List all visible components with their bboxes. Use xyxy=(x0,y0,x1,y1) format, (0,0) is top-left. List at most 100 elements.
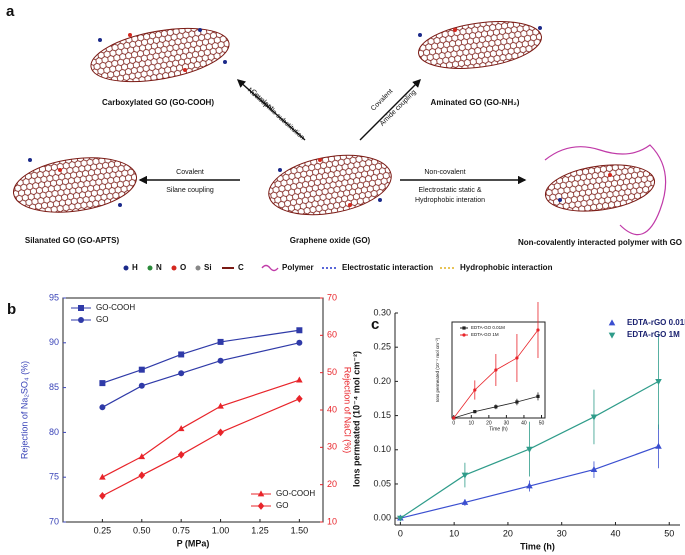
diagram-legend: H N O Si C Polymer Electrostatic interac… xyxy=(123,263,553,272)
marker xyxy=(494,405,498,409)
y-tick-label: 0.15 xyxy=(373,410,391,420)
x-axis-title: Time (h) xyxy=(520,541,555,551)
marker xyxy=(217,357,224,364)
y-tick-label: 0.00 xyxy=(373,513,391,523)
x-tick-label: 40 xyxy=(610,528,620,538)
x-tick-label: 50 xyxy=(664,528,674,538)
node-label: Aminated GO (GO-NH₂) xyxy=(431,98,520,107)
marker xyxy=(138,453,146,460)
polymer xyxy=(544,144,667,236)
marker xyxy=(526,482,533,489)
y-tick-label: 95 xyxy=(49,292,59,302)
series-line xyxy=(102,398,300,497)
atoms xyxy=(58,28,612,207)
marker xyxy=(473,388,477,392)
y-tick-label: 0.10 xyxy=(373,444,391,454)
marker xyxy=(257,490,265,497)
panel-label: b xyxy=(7,301,16,318)
marker xyxy=(217,338,224,345)
y-tick-label: 90 xyxy=(49,337,59,347)
legend-label: EDTA-rGO 0.01M xyxy=(627,318,685,327)
node-label: Non-covalently interacted polymer with G… xyxy=(518,238,682,247)
marker xyxy=(296,339,303,346)
y-tick-label: 85 xyxy=(49,382,59,392)
marker xyxy=(138,366,145,373)
y2-axis-title: Rejection of NaCl (%) xyxy=(343,367,353,454)
marker xyxy=(462,333,466,337)
x-tick-label: 30 xyxy=(557,528,567,538)
x-tick-label: 0.75 xyxy=(172,525,190,535)
sheet xyxy=(12,157,138,213)
series-line xyxy=(102,329,300,384)
y-tick-label: 80 xyxy=(49,427,59,437)
node-label: Silanated GO (GO-APTS) xyxy=(25,236,120,245)
node-label: Graphene oxide (GO) xyxy=(290,236,371,245)
panel-label: a xyxy=(6,3,15,20)
sheets xyxy=(12,21,667,236)
marker xyxy=(515,356,519,360)
arrows xyxy=(138,79,527,185)
legend-label: N xyxy=(156,263,162,272)
panel-a: a Carboxylated GO (GO-COOH) Aminated GO … xyxy=(6,3,682,272)
legend-label: H xyxy=(132,263,138,272)
y-tick-label: 0.20 xyxy=(373,376,391,386)
marker xyxy=(452,416,456,420)
marker xyxy=(78,305,84,311)
legend-label: EDTA-rGO 1M xyxy=(627,330,680,339)
y-axis-title: Ions permeated (10⁻⁴ mol cm⁻²) xyxy=(351,351,361,487)
x-tick-label: 20 xyxy=(486,420,492,426)
y-tick-label: 70 xyxy=(327,292,337,302)
marker xyxy=(655,442,662,449)
legend-label: GO-COOH xyxy=(96,303,135,312)
marker xyxy=(461,472,469,479)
y-tick-label: 50 xyxy=(327,367,337,377)
x-tick-label: 1.50 xyxy=(291,525,309,535)
x-tick-label: 50 xyxy=(539,420,545,426)
x-tick-label: 10 xyxy=(469,420,475,426)
marker xyxy=(138,382,145,389)
marker xyxy=(536,394,540,398)
legend-label: GO-COOH xyxy=(276,489,315,498)
x-tick-label: 40 xyxy=(521,420,527,426)
x-tick-label: 0 xyxy=(398,528,403,538)
legend-label: EDTA-GO 0.01M xyxy=(471,325,505,330)
legend-label: C xyxy=(238,263,244,272)
edge-label: Silane coupling xyxy=(166,187,214,194)
legend-label: Hydrophobic interaction xyxy=(460,263,553,272)
y-tick-label: 75 xyxy=(49,472,59,482)
y-axis-title: Rejection of Na₂SO₄ (%) xyxy=(19,361,29,459)
marker xyxy=(461,498,469,505)
y-tick-label: 40 xyxy=(327,404,337,414)
legend-label: EDTA-GO 1M xyxy=(471,332,499,337)
x-tick-label: 1.00 xyxy=(212,525,230,535)
marker xyxy=(177,450,185,459)
marker xyxy=(526,446,533,453)
atoms xyxy=(28,26,562,207)
y-tick-label: 0.25 xyxy=(373,342,391,352)
x-axis-title: Time (h) xyxy=(489,426,508,432)
marker xyxy=(178,370,185,377)
sheet xyxy=(90,27,230,83)
y-axis-title: Ions permeated (10⁻⁴ mol cm⁻²) xyxy=(435,337,440,402)
marker xyxy=(296,394,303,403)
marker xyxy=(99,404,106,411)
edge-label: Nucleophile substitution xyxy=(246,87,306,142)
x-tick-label: 1.25 xyxy=(251,525,269,535)
edge-label: Covalent xyxy=(176,169,204,176)
marker xyxy=(590,466,598,473)
sheet xyxy=(418,21,542,69)
marker xyxy=(138,471,146,480)
x-tick-label: 30 xyxy=(504,420,510,426)
node-labels: Carboxylated GO (GO-COOH) Aminated GO (G… xyxy=(25,98,682,247)
sheet xyxy=(268,154,392,216)
legend-label: Si xyxy=(204,263,212,272)
marker xyxy=(515,400,519,404)
marker xyxy=(462,326,466,330)
series-line xyxy=(102,342,300,408)
marker xyxy=(217,428,224,437)
edge-label: Hydrophobic interation xyxy=(415,197,485,204)
y-tick-label: 70 xyxy=(49,516,59,526)
marker xyxy=(257,502,265,510)
marker xyxy=(494,368,498,372)
